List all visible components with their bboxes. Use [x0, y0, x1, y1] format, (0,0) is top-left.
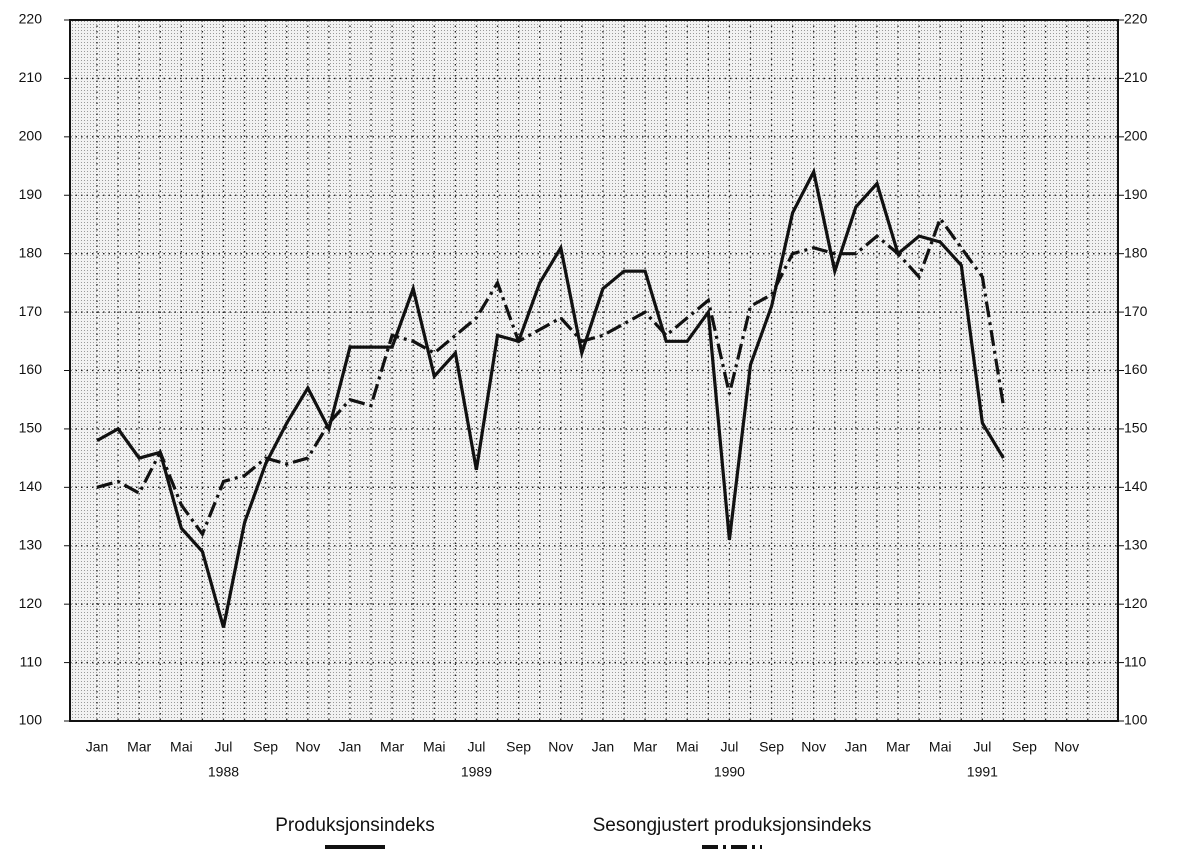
y-tick-label: 200 [19, 128, 43, 144]
x-tick-label: Sep [1012, 739, 1037, 755]
x-tick-label: Jul [720, 739, 738, 755]
x-tick-label: Nov [548, 739, 573, 755]
x-tick-label: Mai [929, 739, 952, 755]
lines [96, 167, 1005, 628]
y2-tick-label: 140 [1124, 478, 1148, 494]
y-tick-label: 150 [19, 420, 43, 436]
y2-tick-label: 220 [1124, 11, 1148, 27]
x-tick-label: Sep [253, 739, 278, 755]
y2-tick-label: 180 [1124, 244, 1148, 260]
y-tick-label: 170 [19, 303, 43, 319]
x-tick-label: Jan [845, 739, 868, 755]
x-tick-label: Jul [215, 739, 233, 755]
x-tick-label: Jan [592, 739, 615, 755]
y2-tick-label: 190 [1124, 186, 1148, 202]
x-tick-label: Jul [467, 739, 485, 755]
y-tick-label: 100 [19, 712, 43, 728]
x-tick-label: Mai [423, 739, 446, 755]
x-tick-label: Mar [886, 739, 910, 755]
legend: Produksjonsindeks Sesongjustert produksjo… [275, 815, 872, 849]
x-group-label: 1988 [208, 764, 239, 780]
x-tick-label: Mai [676, 739, 699, 755]
y2-tick-label: 160 [1124, 361, 1148, 377]
x-group-label: 1989 [461, 764, 492, 780]
series-line [96, 167, 1005, 628]
y-tick-label: 180 [19, 244, 43, 260]
x-tick-label: Jul [973, 739, 991, 755]
y-tick-label: 160 [19, 361, 43, 377]
x-tick-label: Sep [759, 739, 784, 755]
y2-tick-label: 210 [1124, 69, 1148, 85]
x-tick-label: Jan [339, 739, 362, 755]
y-tick-label: 210 [19, 69, 43, 85]
x-tick-label: Mar [633, 739, 657, 755]
legend-label: Sesongjustert produksjonsindeks [593, 815, 872, 836]
x-group-label: 1991 [967, 764, 998, 780]
y2-tick-label: 150 [1124, 420, 1148, 436]
y2-tick-label: 130 [1124, 536, 1148, 552]
y-tick-label: 120 [19, 595, 43, 611]
y2-tick-label: 200 [1124, 128, 1148, 144]
x-tick-label: Mai [170, 739, 193, 755]
legend-label: Produksjonsindeks [275, 815, 434, 836]
y-tick-label: 110 [20, 653, 43, 669]
y-tick-label: 130 [19, 536, 43, 552]
x-tick-label: Nov [295, 739, 320, 755]
x-tick-label: Sep [506, 739, 531, 755]
x-tick-label: Jan [86, 739, 109, 755]
x-tick-label: Nov [1054, 739, 1079, 755]
y-tick-label: 140 [19, 478, 43, 494]
y-tick-label: 190 [19, 186, 43, 202]
y2-tick-label: 100 [1124, 712, 1148, 728]
y2-tick-label: 110 [1124, 653, 1147, 669]
y2-tick-label: 120 [1124, 595, 1148, 611]
series-line [96, 215, 1005, 538]
y-tick-label: 220 [19, 11, 43, 27]
x-group-label: 1990 [714, 764, 745, 780]
x-tick-label: Nov [801, 739, 826, 755]
y2-tick-label: 170 [1124, 303, 1148, 319]
x-tick-label: Mar [380, 739, 404, 755]
grid [70, 19, 1118, 722]
x-tick-label: Mar [127, 739, 151, 755]
